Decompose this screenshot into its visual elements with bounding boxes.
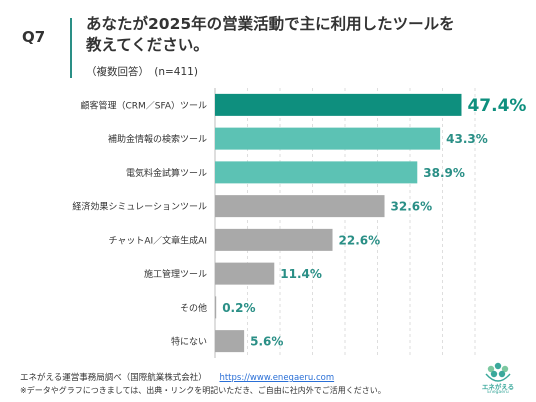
bar	[215, 330, 245, 353]
data-label: 0.2%	[222, 301, 255, 315]
chart-title: あなたが2025年の営業活動で主に利用したツールを 教えてください。	[86, 14, 506, 56]
category-label: 経済効果シミュレーションツール	[72, 201, 207, 213]
category-label: 施工管理ツール	[144, 268, 207, 280]
data-label: 5.6%	[250, 335, 283, 349]
title-divider	[70, 18, 72, 78]
data-label: 22.6%	[339, 233, 381, 247]
data-label: 11.4%	[280, 267, 322, 281]
category-label: 補助金情報の検索ツール	[108, 133, 207, 145]
bar	[215, 262, 275, 285]
source-text: エネがえる運営事務局調べ（国際航業株式会社）	[20, 373, 207, 383]
data-label: 43.3%	[446, 132, 488, 146]
category-label: 特にない	[171, 336, 207, 348]
logo-subtext: Enegaeru	[487, 390, 509, 395]
data-label: 32.6%	[391, 200, 433, 214]
source-link[interactable]: https://www.enegaeru.com	[219, 373, 335, 383]
title-line-1: あなたが2025年の営業活動で主に利用したツールを	[86, 15, 455, 33]
bar	[215, 93, 462, 116]
category-label: 顧客管理（CRM／SFA）ツール	[80, 99, 207, 111]
enegaeru-logo	[485, 362, 511, 382]
category-label: チャットAI／文章生成AI	[108, 234, 207, 246]
data-label: 47.4%	[467, 96, 526, 116]
logo-text: エネがえる	[481, 383, 515, 391]
source-line: エネがえる運営事務局調べ（国際航業株式会社） https://www.enega…	[20, 371, 334, 383]
bar	[215, 127, 441, 150]
bar	[215, 195, 385, 218]
bar	[215, 228, 333, 251]
category-label: その他	[180, 302, 207, 314]
data-label: 38.9%	[423, 166, 465, 180]
question-label: Q7	[22, 28, 46, 46]
category-label: 電気料金試算ツール	[126, 167, 207, 179]
chart-subtitle: （複数回答） (n=411)	[86, 66, 198, 78]
bar	[215, 296, 217, 319]
bar	[215, 161, 418, 184]
usage-note: ※データやグラフにつきましては、出典・リンクを明記いただき、ご自由に社内外でご活…	[20, 386, 386, 395]
title-line-2: 教えてください。	[86, 36, 209, 54]
